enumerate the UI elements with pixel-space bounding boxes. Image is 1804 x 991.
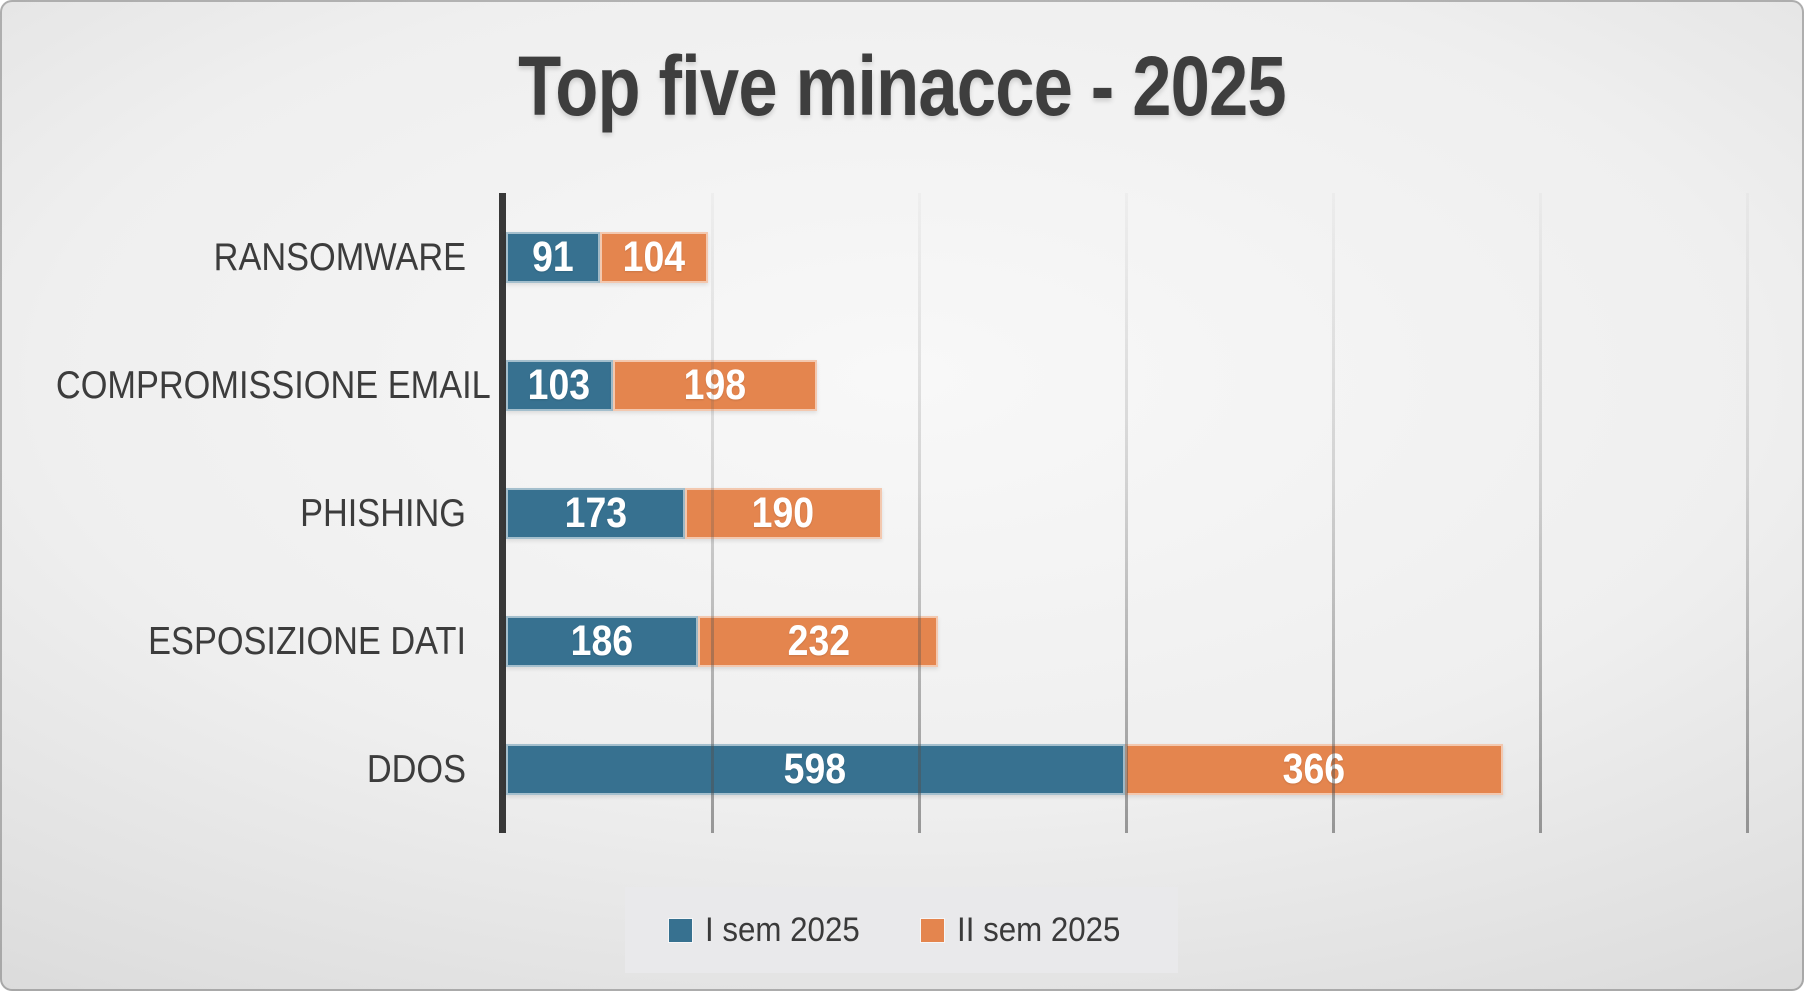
legend: I sem 2025 II sem 2025 [625,887,1178,973]
chart-title: Top five minacce - 2025 [518,39,1286,133]
bar-segment: 186 [506,616,699,667]
category-row: PHISHING 173 190 [0,488,1804,539]
bar-value-label: 103 [528,361,591,409]
stacked-bar: 103 198 [506,360,818,411]
bar-segment: 198 [612,360,818,411]
category-label: RANSOMWARE [213,236,466,279]
stacked-bar: 598 366 [506,744,1504,795]
bar-value-label: 190 [752,489,815,537]
vertical-gridline [1539,193,1542,833]
legend-swatch-sem2-icon [920,918,944,942]
bar-value-label: 598 [784,745,847,793]
bar-value-label: 173 [564,489,627,537]
bar-segment: 103 [506,360,613,411]
vertical-gridline [711,193,715,833]
bar-segment: 91 [506,232,601,283]
stacked-bar: 173 190 [506,488,882,539]
vertical-gridline [1332,193,1336,833]
bar-segment: 173 [506,488,685,539]
bar-value-label: 104 [622,233,686,281]
bar-value-label: 186 [570,617,634,665]
bar-value-label: 91 [532,233,574,281]
bar-segment: 104 [600,232,708,283]
vertical-gridline [1745,193,1749,833]
bar-value-label: 198 [683,361,747,409]
category-row: RANSOMWARE 91 104 [0,232,1804,283]
legend-swatch-sem1-icon [668,918,692,942]
category-row: DDOS 598 366 [0,744,1804,795]
bar-segment: 366 [1124,744,1504,795]
bar-segment: 190 [684,488,882,539]
vertical-gridline [918,193,922,833]
category-label: DDOS [366,748,466,791]
y-axis-line [499,193,506,833]
category-row: ESPOSIZIONE DATI 186 232 [0,616,1804,667]
legend-item-sem1: I sem 2025 [668,910,873,950]
vertical-gridline [1125,193,1129,833]
bar-value-label: 366 [1282,745,1346,793]
bar-value-label: 232 [787,617,850,665]
category-label: PHISHING [300,492,466,535]
legend-label-sem1: I sem 2025 [704,910,860,949]
bar-segment: 598 [506,744,1125,795]
category-label: COMPROMISSIONE EMAIL [55,364,491,407]
category-label: ESPOSIZIONE DATI [148,620,466,663]
stacked-bar: 91 104 [506,232,708,283]
category-row: COMPROMISSIONE EMAIL 103 198 [0,360,1804,411]
legend-item-sem2: II sem 2025 [920,910,1135,950]
legend-label-sem2: II sem 2025 [956,910,1121,949]
stacked-bar: 186 232 [506,616,939,667]
bar-segment: 232 [698,616,939,667]
